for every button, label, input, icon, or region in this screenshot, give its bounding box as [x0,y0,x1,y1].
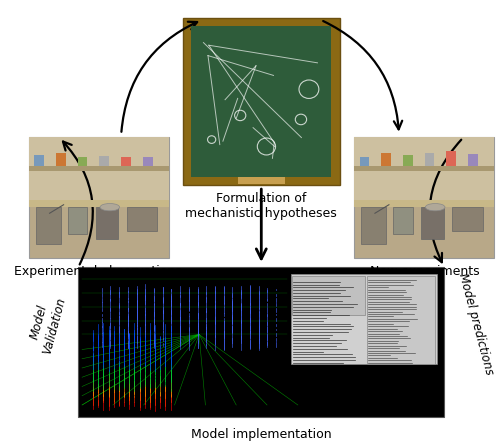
Bar [424,153,434,166]
Bar [393,207,413,234]
Bar [96,207,118,239]
Bar [28,137,168,203]
Bar [126,207,158,231]
Bar [36,207,61,244]
Bar [354,137,494,258]
Bar [403,155,413,166]
Ellipse shape [100,203,119,211]
Text: Model predictions: Model predictions [456,272,496,377]
Bar [446,151,456,166]
Bar [238,177,285,183]
Bar [421,207,444,239]
Bar [192,26,331,178]
Bar [292,276,365,315]
Bar [366,276,436,364]
Bar [360,157,370,166]
Bar [121,157,131,166]
Bar [468,154,478,166]
Ellipse shape [426,203,445,211]
Bar [78,267,444,417]
Bar [354,166,494,171]
Bar [143,157,152,166]
Bar [28,200,168,207]
Bar [34,155,44,166]
Bar [354,137,494,203]
Bar [28,137,168,258]
Text: Formulation of
mechanistic hypotheses: Formulation of mechanistic hypotheses [186,192,337,220]
Text: Model
Validation: Model Validation [26,293,68,356]
Bar [28,166,168,171]
Bar [381,153,391,166]
Bar [290,274,437,365]
Bar [68,207,87,234]
Bar [100,155,109,166]
Bar [452,207,483,231]
Text: Experimental observations: Experimental observations [14,265,181,278]
Bar [361,207,386,244]
Text: Model implementation: Model implementation [191,428,332,441]
Bar [183,18,340,185]
Bar [354,200,494,207]
Text: New experiments: New experiments [370,265,480,278]
Bar [56,153,66,166]
Bar [78,158,88,166]
